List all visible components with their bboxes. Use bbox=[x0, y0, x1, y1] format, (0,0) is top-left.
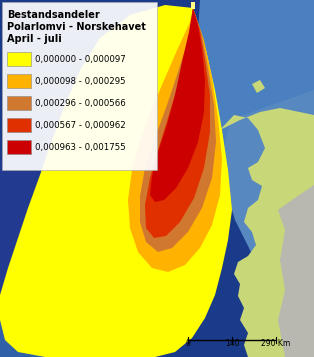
Polygon shape bbox=[278, 185, 314, 357]
Polygon shape bbox=[0, 130, 130, 310]
Text: April - juli: April - juli bbox=[7, 34, 62, 44]
Bar bbox=[7, 118, 31, 132]
Text: 0,000296 - 0,000566: 0,000296 - 0,000566 bbox=[35, 99, 126, 107]
Polygon shape bbox=[150, 8, 205, 202]
Text: 0,000567 - 0,000962: 0,000567 - 0,000962 bbox=[35, 121, 126, 130]
Text: 0,000000 - 0,000097: 0,000000 - 0,000097 bbox=[35, 55, 126, 64]
Text: 0,000963 - 0,001755: 0,000963 - 0,001755 bbox=[35, 142, 126, 151]
Polygon shape bbox=[195, 0, 314, 220]
Text: 140: 140 bbox=[225, 339, 239, 348]
FancyBboxPatch shape bbox=[2, 2, 157, 170]
Polygon shape bbox=[220, 108, 314, 357]
Polygon shape bbox=[220, 90, 314, 280]
Bar bbox=[191, 2, 195, 9]
Text: 0: 0 bbox=[186, 339, 190, 348]
Polygon shape bbox=[0, 5, 232, 357]
Text: Polarlomvi - Norskehavet: Polarlomvi - Norskehavet bbox=[7, 22, 146, 32]
Text: Bestandsandeler: Bestandsandeler bbox=[7, 10, 100, 20]
Bar bbox=[7, 52, 31, 66]
Text: 290 Km: 290 Km bbox=[261, 339, 291, 348]
Bar bbox=[7, 96, 31, 110]
Polygon shape bbox=[145, 8, 210, 238]
Polygon shape bbox=[140, 8, 216, 252]
Polygon shape bbox=[252, 80, 265, 93]
Text: 0,000098 - 0,000295: 0,000098 - 0,000295 bbox=[35, 76, 126, 85]
Bar bbox=[7, 74, 31, 88]
Polygon shape bbox=[0, 295, 100, 357]
Bar bbox=[7, 140, 31, 154]
Polygon shape bbox=[128, 8, 222, 272]
